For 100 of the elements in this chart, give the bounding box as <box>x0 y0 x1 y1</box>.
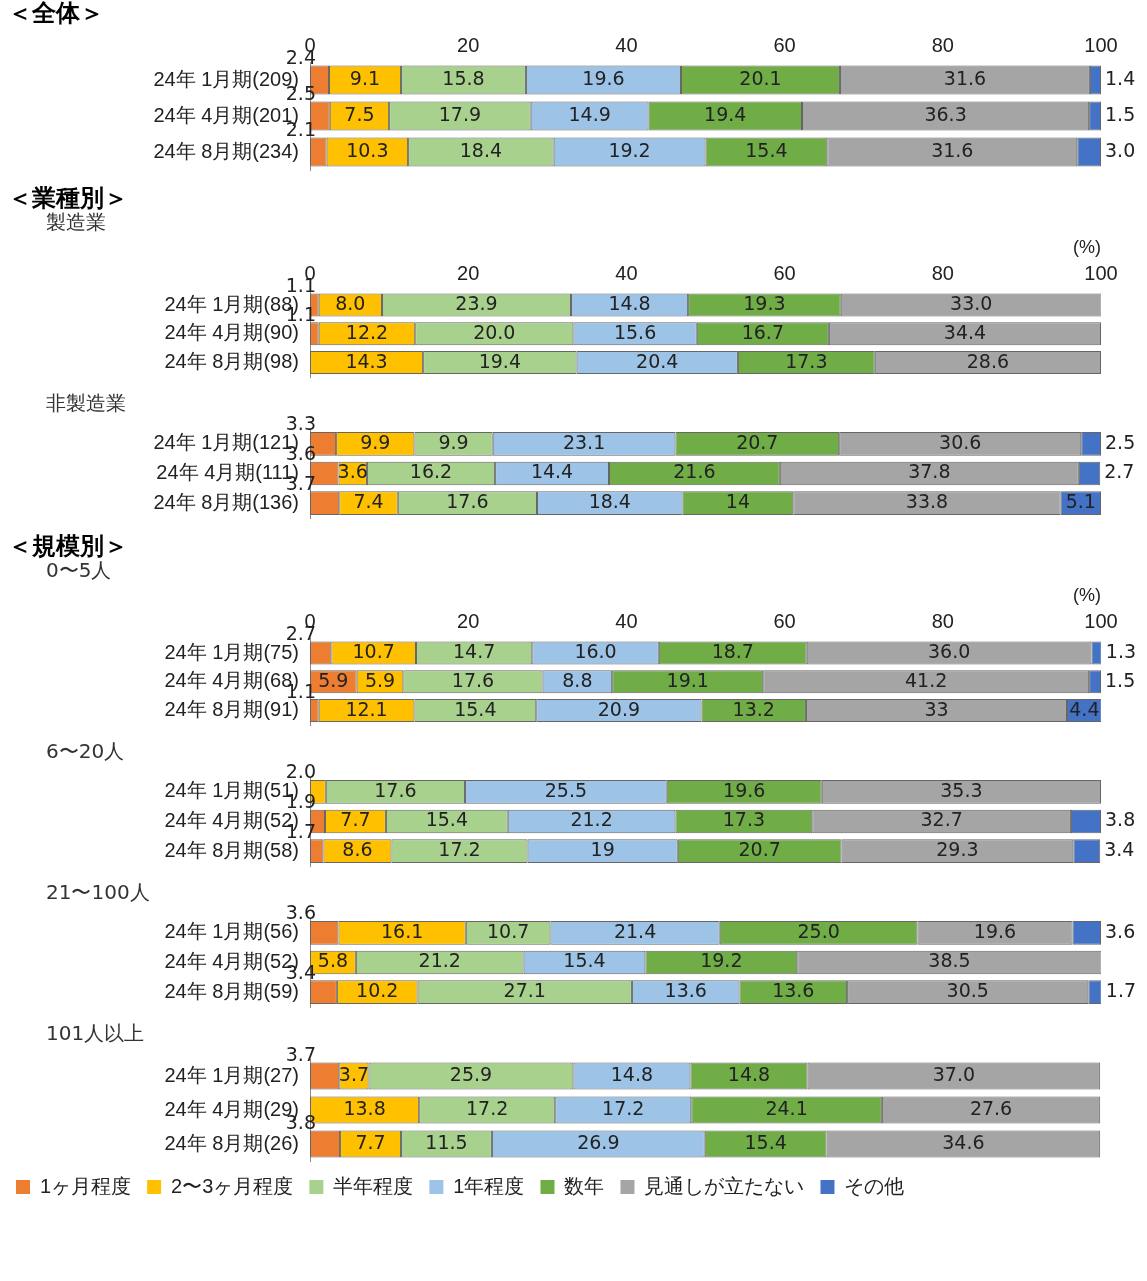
data-label: 17.9 <box>438 102 482 125</box>
data-label: 18.4 <box>588 490 631 513</box>
data-label: 35.3 <box>940 778 983 801</box>
data-label: 19 <box>590 838 615 861</box>
data-label: 20.7 <box>736 430 779 453</box>
data-label: 4.4 <box>1069 697 1100 720</box>
x-tick-label: 100 <box>1084 262 1118 285</box>
data-label: 15.4 <box>563 949 606 972</box>
data-label: 3.7 <box>338 1062 370 1085</box>
data-label: 1.4 <box>1105 66 1136 89</box>
data-label: 37.8 <box>908 460 951 483</box>
data-label: 15.6 <box>613 320 657 343</box>
data-label: 12.1 <box>345 697 388 720</box>
data-label: 3.4 <box>1104 838 1135 861</box>
legend-label: 1ヶ月程度 <box>40 1174 132 1197</box>
data-label: 14.3 <box>345 349 388 372</box>
data-label: 17.2 <box>438 838 481 861</box>
legend-label: 半年程度 <box>333 1174 414 1197</box>
legend-label: 数年 <box>564 1174 605 1197</box>
data-label: 31.6 <box>931 138 974 161</box>
data-label: 15.4 <box>425 808 468 831</box>
data-label: 14 <box>725 490 751 513</box>
data-label: 20.4 <box>636 349 679 372</box>
data-label: 38.5 <box>928 949 971 972</box>
data-label: 7.7 <box>355 1130 386 1153</box>
legend-label: 1年程度 <box>453 1174 525 1197</box>
y-tick-label: 24年 8月期(26) <box>164 1131 299 1154</box>
data-label: 36.3 <box>924 102 967 125</box>
data-label: 24.1 <box>765 1096 808 1119</box>
data-label: 8.6 <box>342 838 373 861</box>
legend-label: 2〜3ヶ月程度 <box>171 1174 294 1197</box>
data-label: 19.4 <box>478 349 521 372</box>
y-tick-label: 24年 4月期(90) <box>164 321 299 344</box>
data-label: 10.7 <box>486 919 530 942</box>
data-label: 20.9 <box>597 697 641 720</box>
data-label: 18.7 <box>711 639 754 662</box>
data-label: 33.8 <box>905 490 949 513</box>
data-label: 10.3 <box>346 138 389 161</box>
data-label: 11.5 <box>425 1130 468 1153</box>
data-label: 15.8 <box>442 66 485 89</box>
data-label: 8.0 <box>335 291 366 314</box>
data-label: 23.1 <box>562 430 606 453</box>
data-label: 21.2 <box>570 808 613 831</box>
data-label: 7.7 <box>340 808 371 831</box>
data-label: 15.4 <box>745 138 788 161</box>
x-tick-label: 40 <box>615 610 638 633</box>
data-label: 12.2 <box>345 320 389 343</box>
data-label: 7.5 <box>344 102 375 125</box>
data-label: 20.1 <box>739 66 782 89</box>
x-axis-title: (%) <box>1073 236 1101 257</box>
data-label: 25.0 <box>797 919 840 942</box>
data-label: 5.9 <box>318 668 349 691</box>
x-axis-title: (%) <box>1073 584 1101 605</box>
data-label: 20.0 <box>473 320 516 343</box>
y-tick-label: 24年 8月期(91) <box>164 698 299 721</box>
data-label: 5.9 <box>364 668 396 691</box>
data-label: 28.6 <box>966 349 1010 372</box>
text: 21〜100人 <box>46 880 151 904</box>
text: ＜全体＞ <box>8 0 105 27</box>
text: 101人以上 <box>46 1021 146 1045</box>
data-label: 13.6 <box>772 979 815 1002</box>
data-label: 14.8 <box>610 1062 654 1085</box>
data-label: 17.6 <box>374 778 417 801</box>
data-label: 3.8 <box>1105 808 1136 831</box>
data-label: 14.9 <box>568 102 611 125</box>
data-label: 3.6 <box>1105 919 1136 942</box>
data-label: 17.3 <box>785 349 828 372</box>
data-label: 3.7 <box>285 1042 316 1065</box>
x-tick-label: 80 <box>931 33 954 56</box>
data-label: 9.9 <box>438 430 469 453</box>
x-tick-label: 40 <box>615 33 638 56</box>
data-label: 7.4 <box>353 490 384 513</box>
y-tick-label: 24年 8月期(234) <box>153 139 299 162</box>
data-label: 19.3 <box>743 291 786 314</box>
data-label: 19.6 <box>973 919 1017 942</box>
data-label: 19.6 <box>582 66 625 89</box>
data-label: 1.5 <box>1105 668 1136 691</box>
text: 非製造業 <box>46 391 127 415</box>
data-label: 17.3 <box>722 808 766 831</box>
data-label: 18.4 <box>459 138 503 161</box>
data-label: 16.7 <box>741 320 784 343</box>
x-tick-label: 100 <box>1084 610 1118 633</box>
y-tick-label: 24年 8月期(59) <box>164 979 299 1002</box>
data-label: 13.6 <box>664 979 707 1002</box>
data-label: 15.4 <box>744 1130 787 1153</box>
y-tick-label: 24年 1月期(75) <box>164 640 299 663</box>
y-tick-label: 24年 8月期(58) <box>164 838 299 861</box>
data-label: 19.2 <box>700 949 743 972</box>
data-label: 2.5 <box>1105 430 1136 453</box>
x-tick-label: 100 <box>1084 33 1118 56</box>
data-label: 1.5 <box>1105 102 1136 125</box>
data-label: 21.4 <box>613 919 657 942</box>
data-label: 17.6 <box>446 490 489 513</box>
data-label: 30.6 <box>939 430 982 453</box>
data-label: 25.9 <box>449 1062 493 1085</box>
x-tick-label: 60 <box>773 33 796 56</box>
legend-label: 見通しが立たない <box>644 1174 805 1197</box>
x-tick-label: 20 <box>457 262 480 285</box>
data-label: 5.1 <box>1065 490 1096 513</box>
data-label: 1.3 <box>1105 639 1137 662</box>
